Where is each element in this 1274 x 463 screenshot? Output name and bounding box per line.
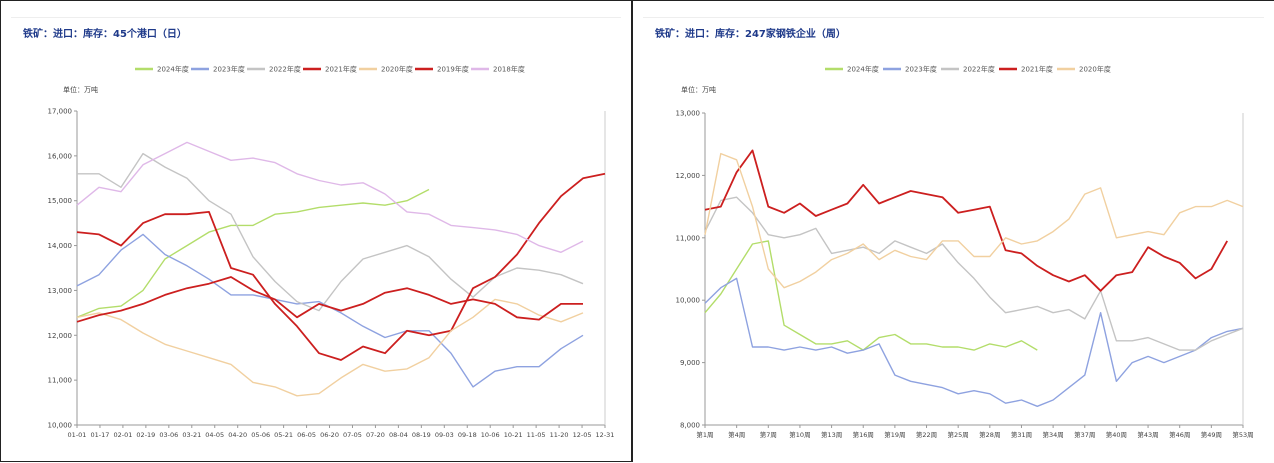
legend-label: 2021年度 (325, 65, 357, 74)
x-tick-label: 09-03 (435, 431, 454, 439)
x-tick-label: 第16周 (853, 430, 874, 439)
x-tick-label: 12-05 (573, 431, 592, 439)
y-tick-label: 17,000 (48, 108, 73, 116)
x-tick-label: 第34周 (1042, 430, 1063, 439)
x-tick-label: 第19周 (884, 430, 905, 439)
x-tick-label: 04-05 (205, 431, 224, 439)
x-tick-label: 03-21 (182, 431, 201, 439)
x-tick-label: 第49周 (1201, 430, 1222, 439)
legend-label: 2018年度 (493, 65, 525, 74)
x-tick-label: 第22周 (916, 430, 937, 439)
x-tick-label: 01-01 (68, 431, 87, 439)
legend-label: 2023年度 (905, 65, 937, 74)
line-chart-port-inventory: 单位：万吨 10,000 11,000 12,000 13,000 14,000 15,00… (48, 65, 615, 440)
series-line-2021年度 (704, 149, 1228, 292)
y-tick-label: 12,000 (676, 172, 701, 180)
x-tick-label: 09-18 (458, 431, 477, 439)
legend-label: 2021年度 (1021, 65, 1053, 74)
x-tick-label: 06-05 (297, 431, 316, 439)
y-tick-label: 16,000 (48, 152, 73, 160)
unit-label: 单位：万吨 (63, 85, 98, 94)
x-tick-label: 第28周 (979, 430, 1000, 439)
x-tick-label: 05-21 (274, 431, 293, 439)
chart-panel-steel-mill-inventory: 铁矿：进口：库存：247家钢铁企业（周） 单位：万吨 8,000 9,000 10,0… (632, 0, 1274, 462)
x-tick-label: 08-19 (412, 431, 431, 439)
x-tick-label: 第13周 (821, 430, 842, 439)
x-tick-label: 第10周 (789, 430, 810, 439)
x-tick-label: 11-20 (550, 431, 569, 439)
y-tick-label: 11,000 (48, 377, 73, 385)
series-line-2020年度 (76, 298, 584, 397)
y-tick-label: 12,000 (48, 332, 73, 340)
x-tick-label: 07-20 (366, 431, 385, 439)
series-line-2024年度 (704, 240, 1038, 351)
x-tick-label: 08-04 (389, 431, 408, 439)
unit-label: 单位：万吨 (681, 85, 716, 94)
legend-label: 2024年度 (847, 65, 879, 74)
series-line-2020年度 (704, 152, 1244, 289)
x-tick-label: 03-06 (159, 431, 178, 439)
legend-label: 2024年度 (157, 65, 189, 74)
x-tick-label: 第40周 (1106, 430, 1127, 439)
y-tick-label: 8,000 (680, 422, 700, 430)
x-tick-label: 第43周 (1137, 430, 1158, 439)
x-tick-label: 第4周 (728, 430, 745, 439)
x-tick-label: 05-06 (251, 431, 270, 439)
line-chart-steel-mill-inventory: 单位：万吨 8,000 9,000 10,000 11,000 12,000 13,000 第… (676, 65, 1254, 440)
legend-label: 2022年度 (269, 65, 301, 74)
chart-title: 铁矿：进口：库存：247家钢铁企业（周） (655, 29, 846, 40)
chart-title: 铁矿：进口：库存：45个港口（日） (23, 29, 187, 40)
x-tick-label: 第7周 (760, 430, 777, 439)
x-tick-label: 第25周 (948, 430, 969, 439)
y-tick-label: 14,000 (48, 242, 73, 250)
x-tick-label: 10-06 (481, 431, 500, 439)
x-tick-label: 04-20 (228, 431, 247, 439)
y-tick-label: 13,000 (48, 287, 73, 295)
x-tick-label: 06-20 (320, 431, 339, 439)
x-tick-label: 11-05 (527, 431, 546, 439)
series-line-2021年度 (76, 172, 606, 361)
x-tick-label: 02-19 (136, 431, 155, 439)
x-tick-label: 第1周 (696, 430, 713, 439)
series-line-2018年度 (76, 141, 584, 254)
legend-label: 2019年度 (437, 65, 469, 74)
legend-label: 2020年度 (381, 65, 413, 74)
title-divider (11, 17, 621, 18)
y-tick-label: 10,000 (48, 422, 73, 430)
legend-label: 2020年度 (1079, 65, 1111, 74)
legend-label: 2022年度 (963, 65, 995, 74)
x-tick-label: 07-05 (343, 431, 362, 439)
x-tick-label: 02-01 (113, 431, 132, 439)
series-line-2022年度 (704, 196, 1244, 351)
x-tick-label: 第37周 (1074, 430, 1095, 439)
chart-panel-port-inventory: 铁矿：进口：库存：45个港口（日） 单位：万吨 10,000 11,000 12,00… (0, 0, 632, 462)
y-tick-label: 13,000 (676, 110, 701, 118)
x-tick-label: 12-31 (596, 431, 615, 439)
y-tick-label: 11,000 (676, 234, 701, 242)
series-line-2019年度 (76, 276, 583, 323)
y-tick-label: 10,000 (676, 297, 701, 305)
y-tick-label: 9,000 (680, 359, 700, 367)
x-tick-label: 第31周 (1011, 430, 1032, 439)
x-tick-label: 第53周 (1232, 430, 1253, 439)
series-line-2024年度 (76, 188, 430, 318)
series-line-2023年度 (704, 277, 1244, 407)
x-tick-label: 10-21 (504, 431, 523, 439)
legend-label: 2023年度 (213, 65, 245, 74)
series-line-2022年度 (77, 152, 584, 312)
title-divider (643, 17, 1264, 18)
y-tick-label: 15,000 (48, 197, 73, 205)
x-tick-label: 01-17 (91, 431, 110, 439)
x-tick-label: 第46周 (1169, 430, 1190, 439)
